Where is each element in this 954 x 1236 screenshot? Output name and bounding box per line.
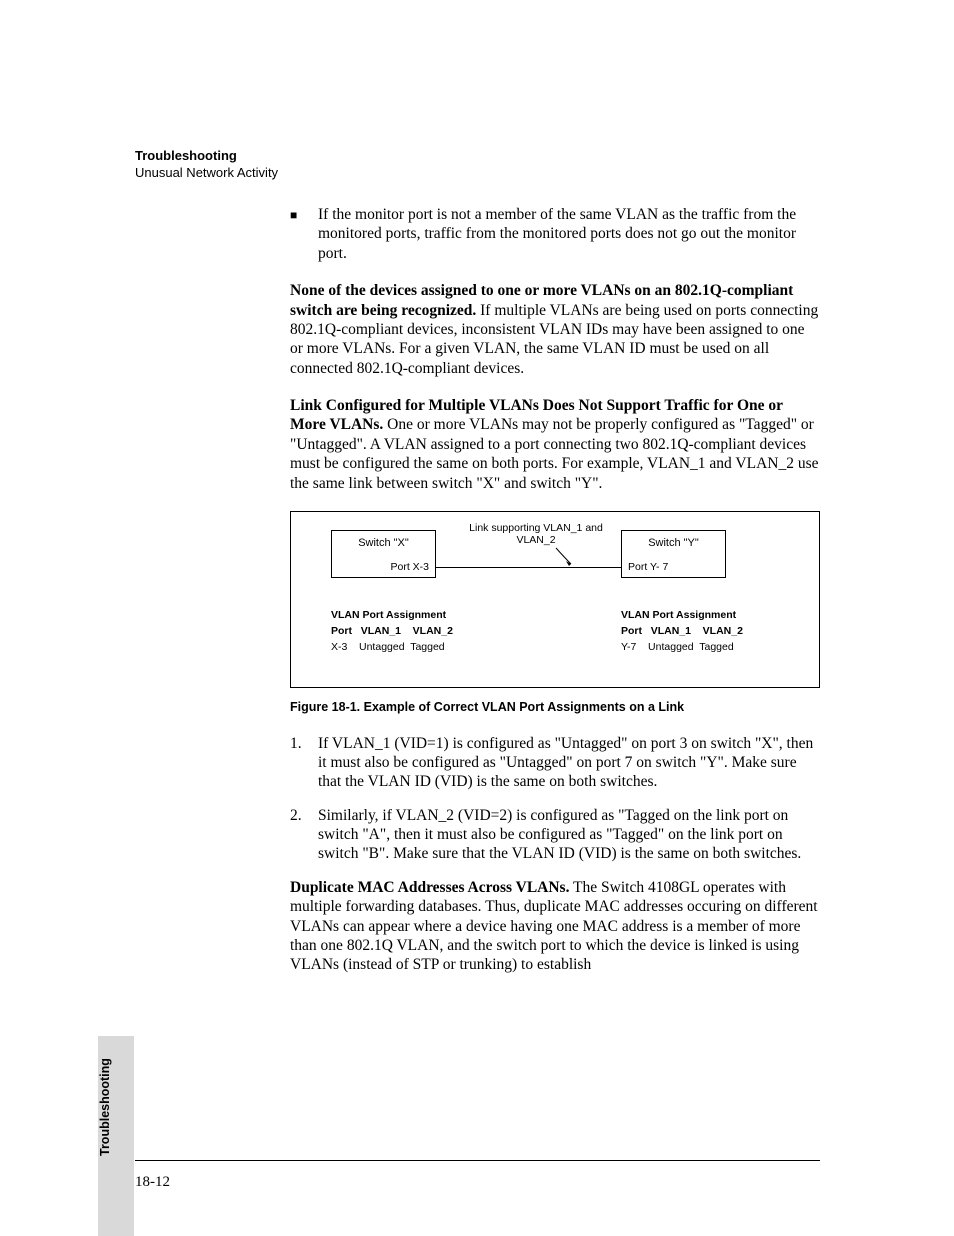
bullet-text: If the monitor port is not a member of t…: [318, 205, 820, 263]
num2-text: Similarly, if VLAN_2 (VID=2) is configur…: [318, 806, 820, 864]
numbered-item-1: 1. If VLAN_1 (VID=1) is configured as "U…: [290, 734, 820, 792]
footer-rule: [135, 1160, 820, 1161]
para-duplicate-mac: Duplicate MAC Addresses Across VLANs. Th…: [290, 878, 820, 975]
body-content: ■ If the monitor port is not a member of…: [290, 205, 820, 993]
num1-text: If VLAN_1 (VID=1) is configured as "Unta…: [318, 734, 820, 792]
switch-x-box: Switch "X" Port X-3: [331, 530, 436, 578]
vlan-left-hdr: VLAN Port Assignment: [331, 607, 453, 623]
num2-mark: 2.: [290, 806, 318, 864]
para-link-multiple-vlans: Link Configured for Multiple VLANs Does …: [290, 396, 820, 493]
switch-x-label: Switch "X": [358, 537, 409, 549]
switch-y-label: Switch "Y": [648, 537, 699, 549]
arrow-icon: [551, 546, 581, 571]
vlan-right-row: Y-7 Untagged Tagged: [621, 639, 743, 655]
num1-mark: 1.: [290, 734, 318, 792]
bullet-mark-icon: ■: [290, 205, 318, 263]
numbered-item-2: 2. Similarly, if VLAN_2 (VID=2) is confi…: [290, 806, 820, 864]
vlan-table-left: VLAN Port Assignment Port VLAN_1 VLAN_2 …: [331, 607, 453, 656]
side-tab: Troubleshooting: [98, 1036, 118, 1166]
vlan-right-hdr: VLAN Port Assignment: [621, 607, 743, 623]
link-line: [436, 567, 621, 568]
vlan-table-right: VLAN Port Assignment Port VLAN_1 VLAN_2 …: [621, 607, 743, 656]
para3-lead: Duplicate MAC Addresses Across VLANs.: [290, 879, 569, 896]
port-x-label: Port X-3: [332, 561, 429, 574]
running-header: Troubleshooting Unusual Network Activity: [135, 148, 278, 180]
figure-18-1: Switch "X" Port X-3 Switch "Y" Port Y- 7…: [290, 511, 820, 688]
page-number: 18-12: [135, 1174, 170, 1191]
bullet-monitor-port: ■ If the monitor port is not a member of…: [290, 205, 820, 263]
vlan-left-row: X-3 Untagged Tagged: [331, 639, 453, 655]
link-text: Link supporting VLAN_1 and VLAN_2: [466, 522, 606, 547]
vlan-left-cols: Port VLAN_1 VLAN_2: [331, 623, 453, 639]
vlan-right-cols: Port VLAN_1 VLAN_2: [621, 623, 743, 639]
figure-caption: Figure 18-1. Example of Correct VLAN Por…: [290, 700, 820, 716]
header-subtitle: Unusual Network Activity: [135, 165, 278, 180]
para-devices-not-recognized: None of the devices assigned to one or m…: [290, 281, 820, 378]
port-y-label: Port Y- 7: [628, 561, 719, 574]
switch-y-box: Switch "Y" Port Y- 7: [621, 530, 726, 578]
side-tab-label: Troubleshooting: [98, 1036, 112, 1156]
header-title: Troubleshooting: [135, 148, 278, 163]
